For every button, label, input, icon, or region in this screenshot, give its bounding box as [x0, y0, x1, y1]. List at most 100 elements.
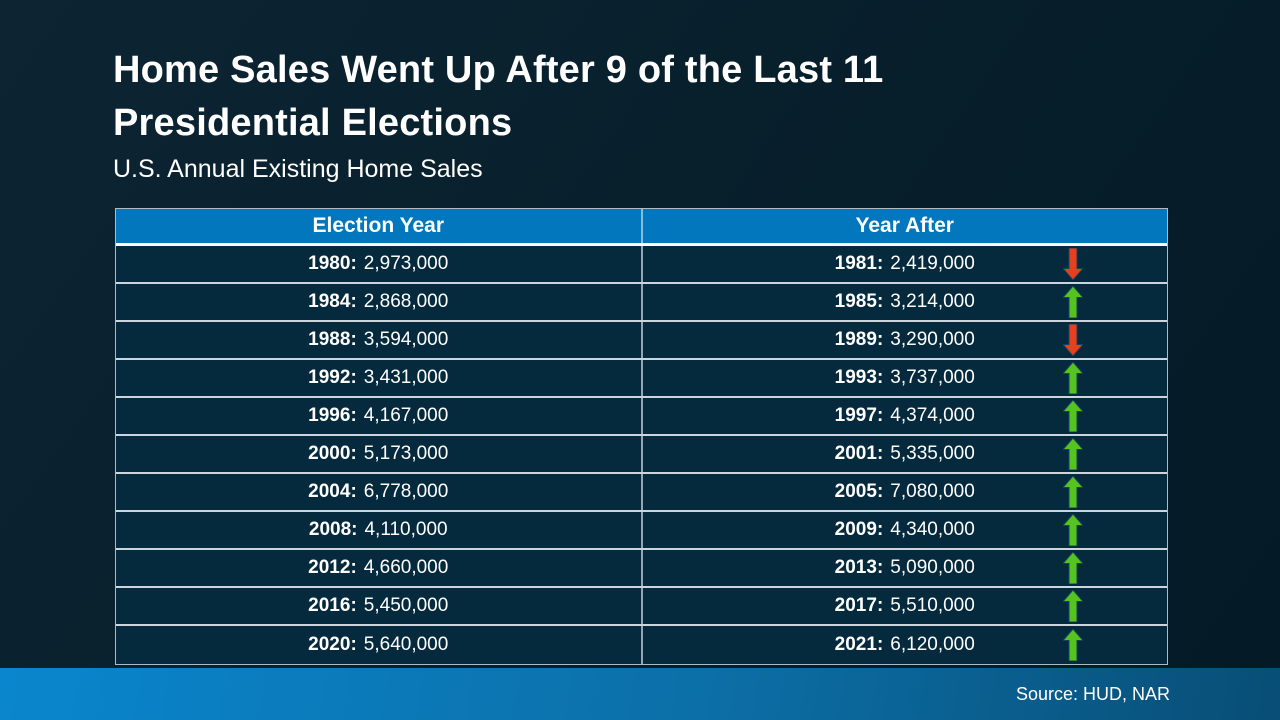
election-year-label: 1980:	[308, 253, 357, 274]
table-row: 1980: 2,973,000 1981: 2,419,000	[116, 246, 1167, 284]
year-after-cell: 1989: 3,290,000	[643, 322, 1168, 358]
up-arrow-icon	[1063, 514, 1083, 546]
after-year-label: 1985:	[834, 291, 884, 312]
election-year-label: 2016:	[308, 595, 357, 616]
election-year-value: 5,450,000	[363, 595, 449, 616]
table-row: 1992: 3,431,000 1993: 3,737,000	[116, 360, 1167, 398]
election-year-value: 4,110,000	[364, 519, 448, 540]
election-year-value: 3,431,000	[363, 367, 449, 388]
election-year-cell: 1996: 4,167,000	[116, 398, 643, 434]
election-year-value: 3,594,000	[363, 329, 449, 350]
year-after-cell: 2005: 7,080,000	[643, 474, 1168, 510]
election-year-value: 5,640,000	[363, 634, 449, 655]
election-year-value: 5,173,000	[363, 443, 449, 464]
table-body: 1980: 2,973,000 1981: 2,419,000 1984: 2,868…	[116, 246, 1167, 664]
up-arrow-icon	[1063, 552, 1083, 584]
table-row: 2012: 4,660,000 2013: 5,090,000	[116, 550, 1167, 588]
up-arrow-icon	[1063, 476, 1083, 508]
election-year-label: 2008:	[308, 519, 358, 540]
after-year-label: 1981:	[834, 253, 884, 274]
after-year-value: 5,335,000	[890, 443, 975, 464]
after-year-value: 7,080,000	[890, 481, 975, 502]
year-after-cell: 1997: 4,374,000	[643, 398, 1168, 434]
column-header-election-year: Election Year	[116, 209, 643, 243]
after-year-label: 1993:	[834, 367, 884, 388]
table-row: 2016: 5,450,000 2017: 5,510,000	[116, 588, 1167, 626]
up-arrow-icon	[1063, 629, 1083, 661]
table-row: 1988: 3,594,000 1989: 3,290,000	[116, 322, 1167, 360]
election-year-cell: 2020: 5,640,000	[116, 626, 643, 664]
election-year-value: 6,778,000	[363, 481, 449, 502]
up-arrow-icon	[1063, 438, 1083, 470]
after-year-label: 2013:	[834, 557, 884, 578]
year-after-cell: 2009: 4,340,000	[643, 512, 1168, 548]
down-arrow-icon	[1063, 248, 1083, 280]
year-after-cell: 2013: 5,090,000	[643, 550, 1168, 586]
after-year-value: 4,340,000	[890, 519, 975, 540]
after-year-value: 2,419,000	[890, 253, 975, 274]
election-year-label: 1996:	[308, 405, 357, 426]
up-arrow-icon	[1063, 362, 1083, 394]
after-year-label: 2009:	[834, 519, 884, 540]
election-year-cell: 2004: 6,778,000	[116, 474, 643, 510]
table-row: 2020: 5,640,000 2021: 6,120,000	[116, 626, 1167, 664]
election-year-cell: 2016: 5,450,000	[116, 588, 643, 624]
page-title: Home Sales Went Up After 9 of the Last 1…	[113, 44, 884, 150]
page-subtitle: U.S. Annual Existing Home Sales	[113, 155, 483, 183]
table-row: 1984: 2,868,000 1985: 3,214,000	[116, 284, 1167, 322]
column-header-year-after: Year After	[855, 214, 954, 237]
election-year-cell: 1984: 2,868,000	[116, 284, 643, 320]
election-year-value: 2,868,000	[363, 291, 449, 312]
year-after-cell: 1993: 3,737,000	[643, 360, 1168, 396]
election-year-value: 4,167,000	[363, 405, 449, 426]
election-year-value: 4,660,000	[363, 557, 449, 578]
election-year-cell: 1980: 2,973,000	[116, 246, 643, 282]
up-arrow-icon	[1063, 400, 1083, 432]
page-title-line1: Home Sales Went Up After 9 of the Last 1…	[113, 49, 884, 91]
year-after-cell: 1985: 3,214,000	[643, 284, 1168, 320]
up-arrow-icon	[1063, 590, 1083, 622]
election-year-label: 1992:	[308, 367, 357, 388]
table-row: 2000: 5,173,000 2001: 5,335,000	[116, 436, 1167, 474]
after-year-label: 2001:	[834, 443, 884, 464]
after-year-value: 3,737,000	[890, 367, 975, 388]
election-year-label: 2000:	[308, 443, 357, 464]
source-text: Source: HUD, NAR	[1015, 683, 1170, 704]
home-sales-table: Election Year Year After 1980: 2,973,000 …	[115, 208, 1168, 665]
after-year-value: 5,090,000	[890, 557, 975, 578]
table-header-row: Election Year Year After	[116, 209, 1167, 246]
after-year-label: 1997:	[834, 405, 884, 426]
election-year-cell: 2012: 4,660,000	[116, 550, 643, 586]
election-year-cell: 2000: 5,173,000	[116, 436, 643, 472]
election-year-label: 2004:	[308, 481, 357, 502]
after-year-value: 3,290,000	[890, 329, 975, 350]
table-row: 2008: 4,110,000 2009: 4,340,000	[116, 512, 1167, 550]
footer-bar: Source: HUD, NAR	[0, 668, 1280, 720]
page-title-line2: Presidential Elections	[113, 102, 513, 144]
table-row: 2004: 6,778,000 2005: 7,080,000	[116, 474, 1167, 512]
after-year-value: 5,510,000	[890, 595, 975, 616]
table-row: 1996: 4,167,000 1997: 4,374,000	[116, 398, 1167, 436]
election-year-label: 1988:	[308, 329, 357, 350]
election-year-cell: 1992: 3,431,000	[116, 360, 643, 396]
election-year-cell: 1988: 3,594,000	[116, 322, 643, 358]
election-year-label: 2012:	[308, 557, 357, 578]
election-year-label: 2020:	[308, 634, 357, 655]
after-year-label: 2005:	[834, 481, 884, 502]
after-year-label: 1989:	[834, 329, 884, 350]
down-arrow-icon	[1063, 324, 1083, 356]
up-arrow-icon	[1063, 286, 1083, 318]
after-year-value: 6,120,000	[890, 634, 975, 655]
year-after-cell: 2017: 5,510,000	[643, 588, 1168, 624]
election-year-cell: 2008: 4,110,000	[116, 512, 643, 548]
after-year-label: 2017:	[834, 595, 884, 616]
after-year-value: 3,214,000	[890, 291, 975, 312]
election-year-label: 1984:	[308, 291, 357, 312]
year-after-cell: 1981: 2,419,000	[643, 246, 1168, 282]
after-year-value: 4,374,000	[890, 405, 975, 426]
year-after-cell: 2001: 5,335,000	[643, 436, 1168, 472]
after-year-label: 2021:	[834, 634, 884, 655]
election-year-value: 2,973,000	[363, 253, 449, 274]
year-after-cell: 2021: 6,120,000	[643, 626, 1168, 664]
